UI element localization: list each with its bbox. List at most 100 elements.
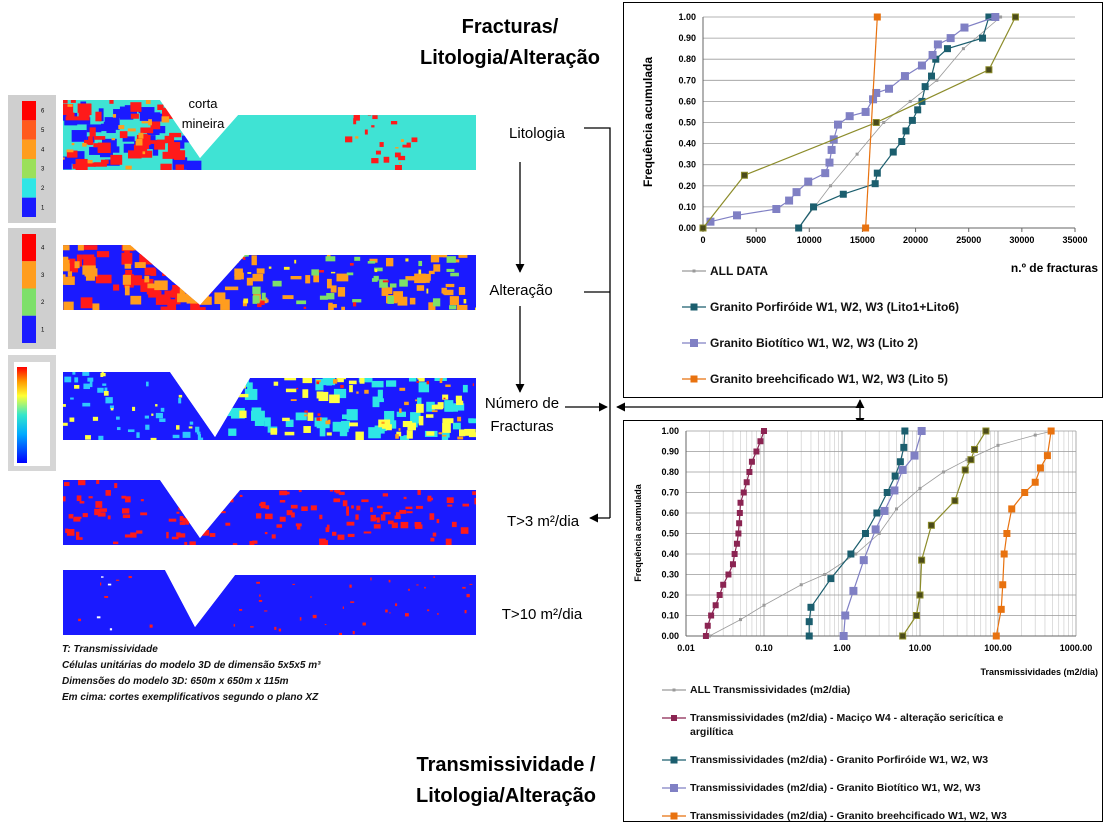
section-patch (189, 166, 197, 170)
section-patch (450, 272, 459, 277)
section-patch (423, 277, 430, 283)
data-point (898, 465, 907, 474)
section-patch (321, 572, 325, 575)
section-patch (329, 486, 334, 492)
colorbar-label: 6 (41, 109, 45, 115)
section-patch (124, 285, 130, 296)
section-patch (95, 111, 102, 122)
section-patch (468, 432, 476, 438)
section-patch (284, 491, 290, 495)
section-patch (96, 616, 101, 619)
section-patch (316, 391, 324, 399)
section-patch (400, 521, 409, 529)
legend-swatch (662, 784, 686, 792)
section-patch (466, 593, 470, 598)
data-point (965, 458, 969, 462)
section-patch (122, 245, 136, 251)
section-patch (346, 100, 349, 104)
data-point (861, 107, 870, 116)
section-patch (260, 501, 266, 509)
section-patch (469, 484, 476, 490)
section-patch (164, 290, 173, 297)
section-patch (408, 372, 417, 382)
section-patch (66, 149, 74, 153)
section-patch (83, 383, 91, 390)
data-point (810, 203, 818, 211)
section-patch (157, 104, 164, 111)
data-point (872, 119, 880, 126)
section-patch (214, 481, 220, 489)
section-patch (404, 613, 409, 617)
section-patch (238, 393, 249, 398)
section-patch (416, 584, 419, 586)
section-patch (376, 517, 380, 523)
section-patch (69, 265, 78, 273)
y-tick-label: 0.10 (661, 611, 679, 621)
section-patch (291, 480, 299, 482)
section-patch (416, 381, 420, 383)
x-axis-title: Transmissividades (m2/dia) (980, 667, 1098, 677)
section-patch (379, 142, 384, 147)
section-patch (417, 374, 425, 380)
section-patch (316, 379, 321, 383)
section-patch (330, 285, 337, 293)
data-point (873, 169, 881, 177)
data-point (898, 137, 906, 145)
section-patch (462, 384, 468, 393)
section-patch (313, 274, 320, 283)
section-patch (127, 429, 135, 433)
section-patch (438, 432, 443, 435)
model-section (63, 245, 476, 310)
section-patch (100, 576, 104, 578)
section-patch (64, 482, 70, 487)
section-patch (468, 372, 473, 377)
legend-item: Transmissividades (m2/dia) - Maciço W4 -… (660, 711, 1040, 739)
data-point (999, 15, 1003, 19)
x-tick-label: 10.00 (909, 643, 932, 653)
section-patch (431, 410, 438, 413)
legend-marker (690, 375, 698, 383)
section-patch (148, 119, 152, 126)
legend-swatch (682, 303, 706, 311)
section-patch (92, 303, 100, 310)
section-patch (315, 480, 324, 488)
section-patch (441, 287, 447, 294)
section-patch (427, 497, 434, 501)
data-point (823, 573, 827, 576)
section-patch (111, 138, 116, 141)
section-patch (416, 285, 425, 291)
section-patch (345, 136, 353, 143)
section-patch (364, 481, 370, 488)
section-patch (304, 410, 308, 413)
section-patch (328, 419, 331, 423)
colorbar-label: 2 (41, 186, 45, 192)
section-patch (282, 295, 294, 300)
data-point (849, 586, 858, 595)
section-patch (76, 495, 82, 502)
section-patch (74, 377, 79, 383)
section-patch (342, 606, 344, 609)
y-tick-label: 1.00 (661, 426, 679, 436)
section-patch (188, 287, 194, 292)
section-patch (306, 484, 311, 488)
section-patch (252, 540, 258, 544)
section-patch (178, 394, 183, 398)
data-point (847, 550, 855, 558)
x-axis-title: n.º de fracturas (1011, 261, 1098, 275)
y-tick-label: 0.20 (661, 590, 679, 600)
section-patch (395, 434, 399, 439)
section-patch (296, 300, 307, 305)
section-patch (312, 614, 317, 619)
section-patch (443, 397, 446, 400)
section-patch (202, 495, 208, 502)
section-patch (97, 147, 110, 153)
section-patch (386, 380, 397, 387)
section-patch (151, 413, 154, 416)
section-patch (335, 489, 341, 494)
data-point (805, 632, 813, 640)
section-patch (127, 128, 136, 132)
section-patch (311, 269, 320, 276)
section-patch (208, 245, 221, 250)
section-patch (166, 531, 169, 539)
section-patch (189, 541, 196, 545)
